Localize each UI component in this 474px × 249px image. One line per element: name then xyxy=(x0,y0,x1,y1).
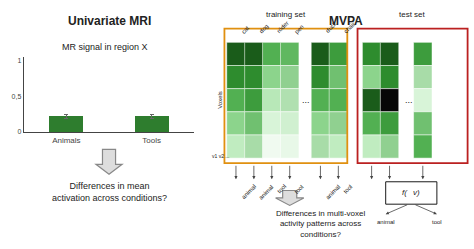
svg-text:Differences in meanactivation: Differences in meanactivation across con… xyxy=(52,181,167,203)
svg-text:Voxels: Voxels xyxy=(217,91,223,109)
svg-text:v1 v2 ...: v1 v2 ... xyxy=(212,153,230,159)
svg-text:animal: animal xyxy=(240,183,257,200)
svg-text:animal: animal xyxy=(325,184,342,201)
svg-text:Univariate MRI: Univariate MRI xyxy=(68,14,151,28)
svg-text:0,5: 0,5 xyxy=(12,93,22,100)
svg-text:0: 0 xyxy=(17,128,21,135)
svg-text:1: 1 xyxy=(17,57,21,64)
svg-text:tool: tool xyxy=(432,219,442,225)
svg-text:chair: chair xyxy=(343,21,356,34)
svg-text:duck: duck xyxy=(324,20,338,34)
svg-text:f(⃗v): f(⃗v) xyxy=(402,188,420,197)
svg-text:röder: röder xyxy=(276,20,290,34)
svg-text:test set: test set xyxy=(399,10,426,19)
svg-text:MR signal in region X: MR signal in region X xyxy=(62,42,148,52)
svg-text:...: ... xyxy=(302,95,310,105)
svg-text:cat: cat xyxy=(240,25,250,35)
svg-text:Differences in multi-voxelacti: Differences in multi-voxelactivity patte… xyxy=(276,209,365,239)
svg-text:animal: animal xyxy=(258,184,275,201)
svg-text:pen: pen xyxy=(294,24,305,35)
svg-text:...: ... xyxy=(405,95,413,105)
svg-text:animal: animal xyxy=(377,219,395,225)
svg-text:training set: training set xyxy=(266,10,306,19)
svg-text:tool: tool xyxy=(276,183,287,194)
svg-text:dog: dog xyxy=(258,23,269,34)
svg-text:MVPA: MVPA xyxy=(329,14,363,28)
svg-text:Tools: Tools xyxy=(142,136,161,145)
svg-text:Animals: Animals xyxy=(52,136,80,145)
svg-text:tool: tool xyxy=(342,184,353,195)
svg-text:tool: tool xyxy=(293,184,304,195)
